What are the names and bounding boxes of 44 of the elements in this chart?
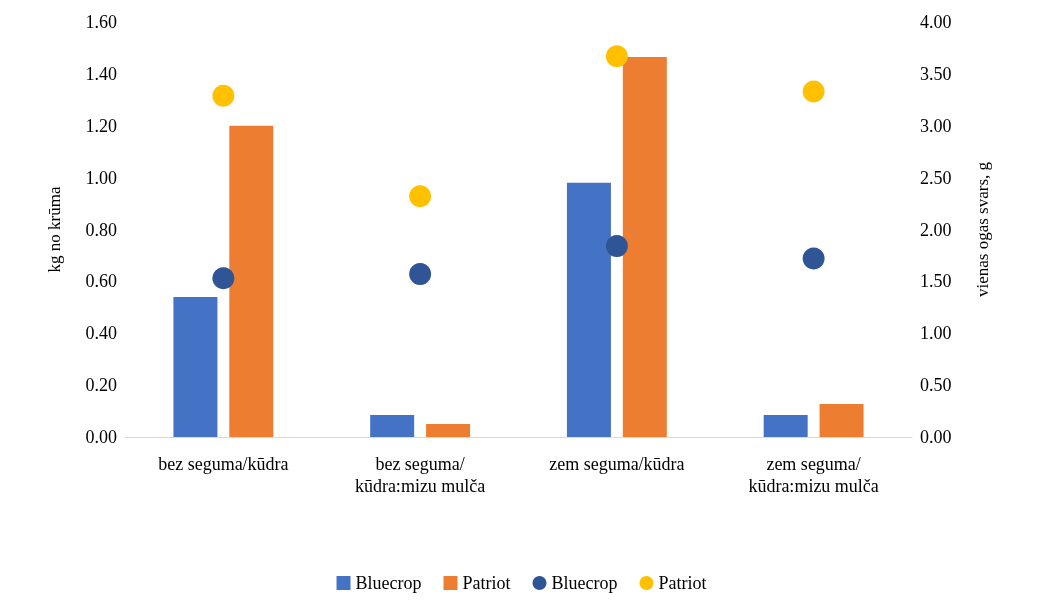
bar: [763, 414, 808, 437]
y-tick-label: 1.20: [85, 115, 117, 136]
legend-label: Bluecrop: [355, 573, 422, 593]
point: [605, 45, 628, 68]
y2-tick-label: 1.00: [920, 323, 952, 344]
y2-tick-label: 2.50: [920, 167, 952, 188]
bar: [370, 414, 415, 437]
y2-tick-label: 4.00: [920, 12, 952, 32]
y2-tick-label: 2.00: [920, 219, 952, 240]
x-tick-label: bez seguma/kūdra: [158, 454, 289, 474]
bar: [173, 296, 218, 437]
point: [409, 185, 432, 208]
y2-axis-title: vienas ogas svars, g: [973, 161, 992, 298]
y-tick-label: 0.40: [85, 323, 117, 344]
bar: [819, 404, 864, 437]
y-tick-label: 0.60: [85, 271, 117, 292]
y2-tick-label: 3.00: [920, 115, 952, 136]
y2-tick-label: 1.50: [920, 271, 952, 292]
bar: [622, 57, 667, 437]
point: [802, 247, 825, 270]
y-tick-label: 0.20: [85, 375, 117, 396]
bar: [229, 125, 274, 437]
y2-tick-label: 0.00: [920, 427, 952, 447]
y-axis-title: kg no krūma: [45, 186, 64, 273]
point: [605, 235, 628, 258]
x-tick-label: bez seguma/kūdra:mizu mulča: [354, 454, 486, 496]
x-tick-label: zem seguma/kūdra: [549, 454, 685, 474]
bar: [426, 424, 471, 437]
y-tick-label: 1.00: [85, 167, 117, 188]
point: [802, 80, 825, 103]
legend-label: Patriot: [658, 573, 707, 593]
y-tick-label: 0.00: [85, 427, 117, 447]
legend-label: Bluecrop: [551, 573, 618, 593]
bar: [566, 182, 611, 437]
y-tick-label: 1.60: [85, 12, 117, 32]
point: [212, 267, 235, 290]
legend-label: Patriot: [462, 573, 511, 593]
x-tick-label: zem seguma/kūdra:mizu mulča: [748, 454, 879, 496]
y2-tick-label: 3.50: [920, 63, 952, 84]
point: [212, 84, 235, 107]
point: [409, 263, 432, 286]
y-tick-label: 1.40: [85, 63, 117, 84]
y2-tick-label: 0.50: [920, 375, 952, 396]
y-tick-label: 0.80: [85, 219, 117, 240]
